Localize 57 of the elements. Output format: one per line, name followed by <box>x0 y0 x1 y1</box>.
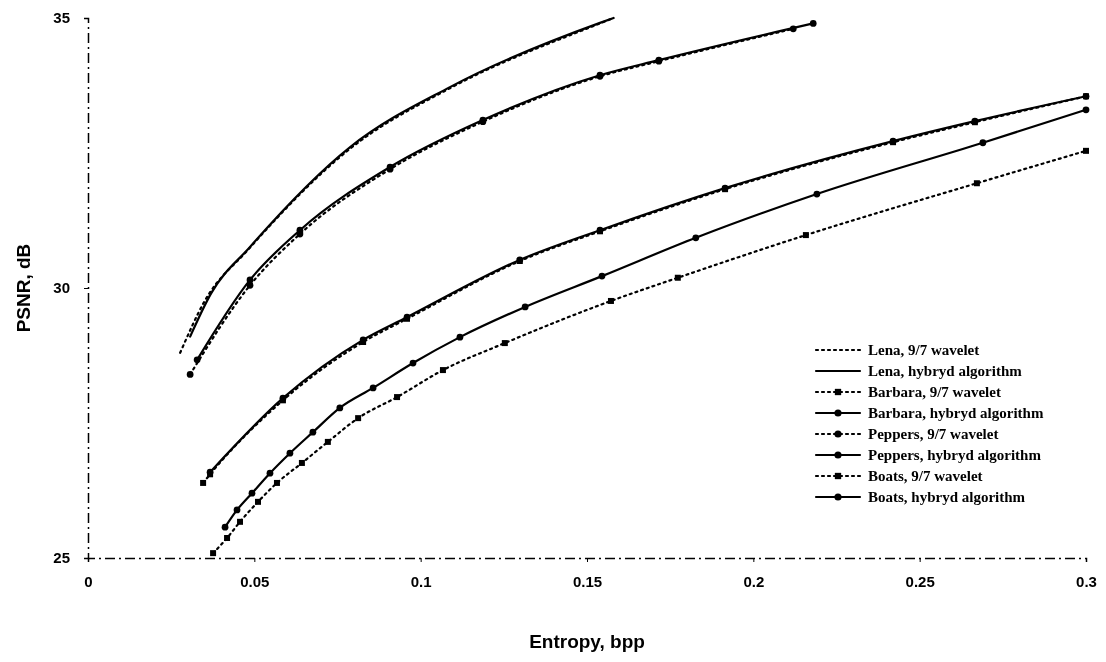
point <box>355 415 362 422</box>
legend-label: Barbara, hybryd algorithm <box>868 405 1044 421</box>
point <box>254 498 261 505</box>
point <box>439 367 446 374</box>
x-tick-label: 0 <box>84 572 93 590</box>
legend-label: Boats, hybryd algorithm <box>868 489 1026 505</box>
point <box>409 359 417 367</box>
point <box>674 274 681 281</box>
point <box>1083 147 1089 154</box>
x-tick-label: 0.25 <box>905 572 935 590</box>
point <box>813 190 821 198</box>
point <box>273 479 280 486</box>
y-tick-label: 35 <box>53 9 70 27</box>
x-tick-label: 0.3 <box>1076 572 1097 590</box>
point <box>324 438 331 445</box>
y-tick-label: 30 <box>53 279 70 297</box>
y-axis-title: PSNR, dB <box>13 243 34 333</box>
point <box>193 356 201 364</box>
legend-label: Barbara, 9/7 wavelet <box>868 384 1001 400</box>
point <box>456 333 464 341</box>
legend-label: Boats, 9/7 wavelet <box>868 468 983 484</box>
x-axis-title: Entropy, bpp <box>529 631 645 652</box>
point <box>598 272 606 280</box>
point <box>394 394 401 401</box>
point <box>237 518 244 525</box>
x-tick-label: 0.05 <box>240 572 270 590</box>
point <box>521 303 529 311</box>
point <box>298 459 305 466</box>
point <box>210 550 217 557</box>
point <box>266 469 274 477</box>
point <box>607 297 614 304</box>
point <box>369 384 377 392</box>
point <box>336 404 344 412</box>
point <box>309 428 317 436</box>
point <box>1082 106 1090 114</box>
x-tick-label: 0.2 <box>743 572 765 590</box>
point <box>809 20 817 27</box>
point <box>248 489 256 497</box>
point <box>973 180 980 187</box>
point <box>692 234 700 242</box>
point <box>802 232 809 239</box>
point <box>286 449 294 457</box>
point <box>979 139 987 147</box>
point <box>221 523 229 531</box>
legend-label: Lena, hybryd algorithm <box>868 363 1023 379</box>
point <box>224 535 231 542</box>
point <box>186 371 194 378</box>
x-tick-label: 0.1 <box>410 572 432 590</box>
point <box>233 506 241 514</box>
point <box>501 340 508 347</box>
legend-label: Peppers, hybryd algorithm <box>868 447 1042 463</box>
point <box>246 276 254 284</box>
legend-label: Lena, 9/7 wavelet <box>868 342 980 358</box>
legend-label: Peppers, 9/7 wavelet <box>868 426 999 442</box>
x-tick-label: 0.15 <box>572 572 603 590</box>
point <box>200 479 207 486</box>
y-tick-label: 25 <box>53 549 70 567</box>
